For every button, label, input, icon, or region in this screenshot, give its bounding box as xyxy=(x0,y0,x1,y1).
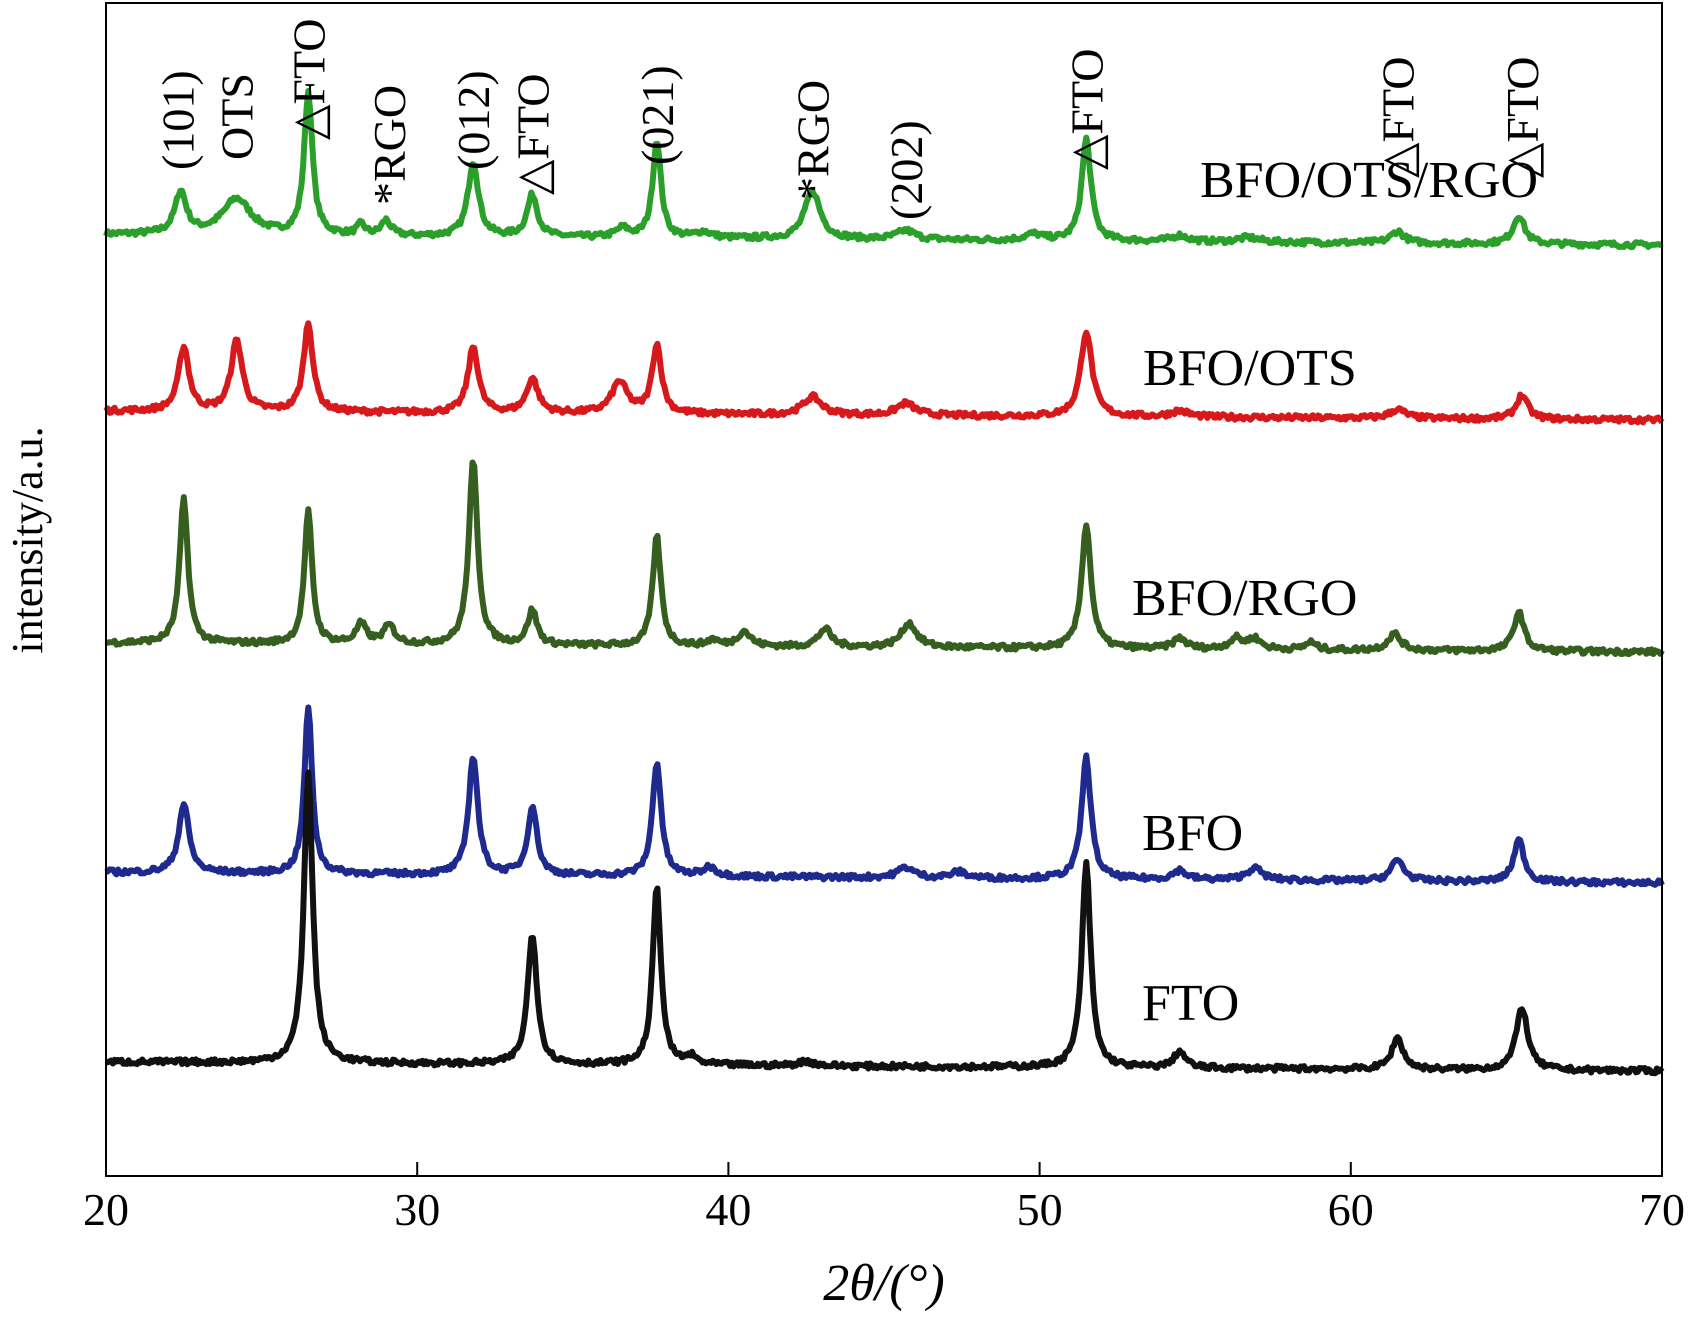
series-label: BFO/OTS xyxy=(1143,340,1357,397)
peak-annotation: △FTO xyxy=(507,74,558,195)
series-labels-group: BFO/OTS/RGO BFO/OTS BFO/RGO BFO FTO xyxy=(1132,152,1538,1032)
x-tick-label: 60 xyxy=(1328,1184,1374,1235)
peak-annotation: OTS xyxy=(212,73,263,160)
x-ticks-group: 20 30 40 50 60 70 xyxy=(83,1162,1685,1235)
peak-annotation: *RGO xyxy=(364,85,415,205)
traces-group xyxy=(103,88,1665,1077)
peak-annotation: (101) xyxy=(153,70,204,170)
series-line-fto xyxy=(104,769,1665,1077)
series-line-bfo-ots xyxy=(103,320,1665,426)
peak-annotations-group: (101) OTS △FTO*RGO (012) △FTO (021) *RGO (202)△… xyxy=(153,19,1548,220)
series-label: BFO xyxy=(1142,805,1243,862)
x-tick-label: 40 xyxy=(705,1184,751,1235)
series-line-bfo-rgo xyxy=(104,459,1665,658)
y-axis-label: intensity/a.u. xyxy=(3,426,52,653)
series-label: BFO/RGO xyxy=(1132,570,1357,627)
x-tick-label: 30 xyxy=(394,1184,440,1235)
series-label: BFO/OTS/RGO xyxy=(1200,152,1538,209)
series-label: FTO xyxy=(1142,975,1239,1032)
peak-annotation: △FTO xyxy=(283,19,334,140)
peak-annotation: △FTO xyxy=(1061,49,1112,170)
x-tick-label: 70 xyxy=(1639,1184,1685,1235)
plot-frame xyxy=(105,2,1663,1177)
x-axis-label: 2θ/(°) xyxy=(823,1255,944,1312)
x-tick-label: 50 xyxy=(1017,1184,1063,1235)
peak-annotation: △FTO xyxy=(1497,57,1548,178)
peak-annotation: *RGO xyxy=(787,80,838,200)
peak-annotation: (202) xyxy=(881,120,932,220)
peak-annotation: (021) xyxy=(632,65,683,165)
series-line-bfo-ots-rgo xyxy=(103,88,1664,251)
series-line-bfo xyxy=(104,704,1665,888)
peak-annotation: △FTO xyxy=(1373,57,1424,178)
peak-annotation: (012) xyxy=(448,70,499,170)
x-tick-label: 20 xyxy=(83,1184,129,1235)
